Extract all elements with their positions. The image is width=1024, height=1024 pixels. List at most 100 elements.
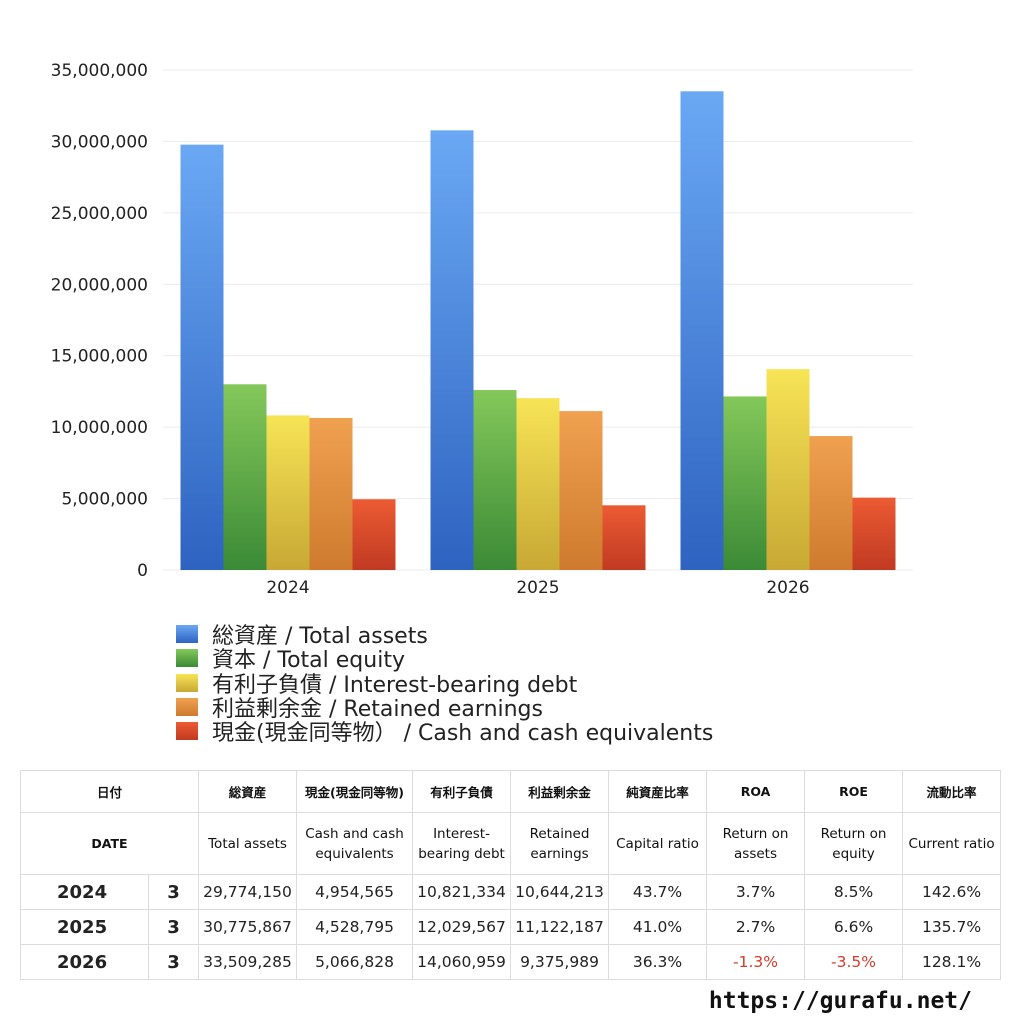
bar bbox=[766, 369, 810, 570]
cell-cash: 4,528,795 bbox=[296, 909, 414, 945]
cell-capital-ratio: 43.7% bbox=[608, 874, 708, 910]
bar bbox=[602, 505, 646, 570]
cell-cash: 5,066,828 bbox=[296, 944, 414, 980]
header-retained-jp: 利益剰余金 bbox=[510, 770, 610, 813]
bar bbox=[266, 415, 310, 570]
y-tick-label: 25,000,000 bbox=[51, 204, 148, 224]
cell-roa: -1.3% bbox=[706, 944, 806, 980]
y-tick-label: 30,000,000 bbox=[51, 132, 148, 152]
table-row: 2025 3 30,775,867 4,528,795 12,029,567 1… bbox=[20, 909, 1002, 945]
table-header-jp: 日付 総資産 現金(現金同等物) 有利子負債 利益剰余金 純資産比率 ROA R… bbox=[19, 770, 1002, 813]
y-tick-label: 10,000,000 bbox=[51, 418, 148, 438]
bars bbox=[180, 91, 896, 570]
legend-item: 現金(現金同等物） / Cash and cash equivalents bbox=[176, 719, 713, 746]
legend-swatch-total-assets bbox=[176, 625, 198, 644]
header-roa-en: Return on assets bbox=[706, 812, 806, 875]
y-tick-label: 20,000,000 bbox=[51, 275, 148, 295]
header-roe-en: Return on equity bbox=[804, 812, 904, 875]
financial-table: 日付 総資産 現金(現金同等物) 有利子負債 利益剰余金 純資産比率 ROA R… bbox=[19, 770, 1002, 980]
header-current-ratio-en: Current ratio bbox=[902, 812, 1002, 875]
cell-retained: 9,375,989 bbox=[510, 944, 610, 980]
cell-month: 3 bbox=[147, 909, 200, 945]
legend-item: 有利子負債 / Interest-bearing debt bbox=[176, 671, 713, 698]
bar bbox=[473, 390, 517, 570]
legend-label: 現金(現金同等物） / Cash and cash equivalents bbox=[212, 721, 714, 747]
header-date-en: DATE bbox=[19, 812, 200, 875]
cell-retained: 10,644,213 bbox=[510, 874, 610, 910]
header-date-jp: 日付 bbox=[19, 770, 200, 813]
bar bbox=[223, 384, 267, 570]
legend-label: 総資産 / Total assets bbox=[212, 624, 428, 650]
y-tick-label: 0 bbox=[137, 561, 148, 581]
legend-swatch-interest-bearing-debt bbox=[176, 673, 198, 692]
legend-label: 利益剰余金 / Retained earnings bbox=[212, 697, 543, 723]
cell-current-ratio: 142.6% bbox=[902, 874, 1002, 910]
y-axis-ticks: 0 5,000,000 10,000,000 15,000,000 20,000,000… bbox=[51, 61, 148, 581]
table-header-en: DATE Total assets Cash and cash equivale… bbox=[19, 812, 1002, 875]
header-capital-ratio-en: Capital ratio bbox=[608, 812, 708, 875]
cell-year: 2025 bbox=[20, 909, 149, 945]
cell-retained: 11,122,187 bbox=[510, 909, 610, 945]
cell-current-ratio: 135.7% bbox=[902, 909, 1002, 945]
y-tick-label: 35,000,000 bbox=[51, 61, 148, 81]
header-roe-jp: ROE bbox=[804, 770, 904, 813]
bar bbox=[309, 417, 353, 570]
header-total-assets-jp: 総資産 bbox=[198, 770, 298, 813]
site-url[interactable]: https://gurafu.net/ bbox=[708, 988, 972, 1014]
header-cash-en: Cash and cash equivalents bbox=[296, 812, 414, 875]
y-tick-label: 15,000,000 bbox=[51, 347, 148, 367]
legend-swatch-retained-earnings bbox=[176, 698, 198, 717]
bar bbox=[352, 499, 396, 570]
bar-chart: 0 5,000,000 10,000,000 15,000,000 20,000,000… bbox=[51, 61, 913, 598]
bar bbox=[809, 436, 853, 570]
legend-item: 総資産 / Total assets bbox=[176, 622, 713, 649]
bar bbox=[852, 497, 896, 570]
legend-swatch-total-equity bbox=[176, 649, 198, 668]
x-tick-label: 2025 bbox=[516, 578, 559, 598]
header-debt-jp: 有利子負債 bbox=[412, 770, 512, 813]
cell-roe: -3.5% bbox=[804, 944, 904, 980]
header-debt-en: Interest-bearing debt bbox=[412, 812, 512, 875]
header-current-ratio-jp: 流動比率 bbox=[902, 770, 1002, 813]
cell-year: 2024 bbox=[20, 874, 149, 910]
x-axis-ticks: 2024 2025 2026 bbox=[266, 578, 809, 598]
header-roa-jp: ROA bbox=[706, 770, 806, 813]
cell-roe: 6.6% bbox=[804, 909, 904, 945]
cell-current-ratio: 128.1% bbox=[902, 944, 1002, 980]
header-total-assets-en: Total assets bbox=[198, 812, 298, 875]
cell-roa: 2.7% bbox=[706, 909, 806, 945]
cell-debt: 14,060,959 bbox=[412, 944, 512, 980]
bar bbox=[680, 91, 724, 570]
cell-debt: 10,821,334 bbox=[412, 874, 512, 910]
bar bbox=[180, 144, 224, 570]
bar bbox=[723, 396, 767, 570]
header-cash-jp: 現金(現金同等物) bbox=[296, 770, 414, 813]
cell-total-assets: 30,775,867 bbox=[198, 909, 298, 945]
cell-month: 3 bbox=[147, 874, 200, 910]
y-tick-label: 5,000,000 bbox=[61, 490, 148, 510]
cell-total-assets: 33,509,285 bbox=[198, 944, 298, 980]
cell-month: 3 bbox=[147, 944, 200, 980]
legend-label: 資本 / Total equity bbox=[212, 648, 405, 674]
legend-item: 資本 / Total equity bbox=[176, 646, 713, 673]
bar bbox=[516, 398, 560, 570]
bar bbox=[559, 411, 603, 570]
table-row: 2024 3 29,774,150 4,954,565 10,821,334 1… bbox=[20, 874, 1002, 910]
header-retained-en: Retained earnings bbox=[510, 812, 610, 875]
table-row: 2026 3 33,509,285 5,066,828 14,060,959 9… bbox=[20, 944, 1002, 980]
cell-roa: 3.7% bbox=[706, 874, 806, 910]
x-tick-label: 2024 bbox=[266, 578, 309, 598]
cell-capital-ratio: 41.0% bbox=[608, 909, 708, 945]
cell-total-assets: 29,774,150 bbox=[198, 874, 298, 910]
x-tick-label: 2026 bbox=[766, 578, 809, 598]
legend-swatch-cash bbox=[176, 722, 198, 741]
cell-debt: 12,029,567 bbox=[412, 909, 512, 945]
header-capital-ratio-jp: 純資産比率 bbox=[608, 770, 708, 813]
cell-capital-ratio: 36.3% bbox=[608, 944, 708, 980]
cell-roe: 8.5% bbox=[804, 874, 904, 910]
legend-item: 利益剰余金 / Retained earnings bbox=[176, 695, 713, 722]
legend: 総資産 / Total assets 資本 / Total equity 有利子… bbox=[176, 622, 713, 746]
bar bbox=[430, 130, 474, 570]
legend-label: 有利子負債 / Interest-bearing debt bbox=[212, 672, 578, 698]
cell-cash: 4,954,565 bbox=[296, 874, 414, 910]
